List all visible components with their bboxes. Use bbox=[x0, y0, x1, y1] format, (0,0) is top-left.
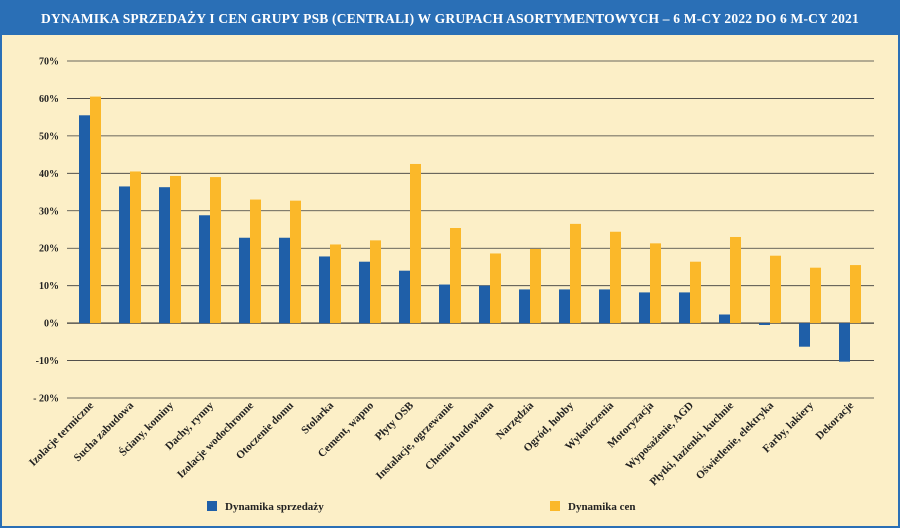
sales-bar bbox=[359, 261, 370, 324]
grid-lines bbox=[67, 60, 874, 399]
sales-bar bbox=[279, 237, 290, 324]
y-tick-label: 40% bbox=[39, 169, 59, 180]
sales-bar bbox=[119, 186, 130, 324]
sales-bar bbox=[679, 292, 690, 324]
y-tick-label: - 20% bbox=[33, 394, 59, 405]
x-tick-label: Oświetlenie, elektryka bbox=[694, 399, 777, 482]
sales-bar bbox=[759, 323, 770, 325]
price-bar bbox=[370, 240, 381, 324]
sales-bar bbox=[199, 215, 210, 324]
price-bar bbox=[850, 265, 861, 324]
y-axis: - 20% -10% 0% 10% 20% 30% 40% 50% 60% 70% bbox=[33, 57, 59, 405]
price-bar bbox=[490, 253, 501, 324]
price-bar bbox=[130, 171, 141, 324]
price-bar bbox=[810, 267, 821, 324]
price-bar bbox=[770, 255, 781, 324]
price-bar bbox=[610, 231, 621, 324]
sales-bar bbox=[439, 284, 450, 324]
legend-swatch-sales bbox=[207, 501, 217, 511]
y-tick-label: 70% bbox=[39, 57, 59, 68]
x-tick-label: Izolacje wodochronne bbox=[175, 400, 256, 481]
price-bar bbox=[90, 96, 101, 324]
price-bar bbox=[730, 236, 741, 324]
y-tick-label: 20% bbox=[39, 244, 59, 255]
price-bar bbox=[690, 261, 701, 324]
x-tick-label: Stolarka bbox=[299, 399, 336, 436]
price-bar bbox=[290, 200, 301, 324]
bars bbox=[79, 96, 861, 362]
sales-bar bbox=[159, 187, 170, 324]
y-tick-label: 50% bbox=[39, 131, 59, 142]
sales-bar bbox=[639, 292, 650, 324]
y-tick-label: 30% bbox=[39, 206, 59, 217]
price-bar bbox=[330, 244, 341, 324]
y-tick-label: 0% bbox=[44, 319, 59, 330]
x-tick-label: Narzędzia bbox=[494, 399, 537, 442]
y-tick-label: 10% bbox=[39, 281, 59, 292]
legend: Dynamika sprzedaży Dynamika cen bbox=[207, 501, 636, 513]
price-bar bbox=[450, 228, 461, 324]
x-tick-label: Chemia budowlana bbox=[423, 399, 496, 472]
price-bar bbox=[570, 223, 581, 324]
y-tick-label: -10% bbox=[36, 356, 59, 367]
x-tick-label: Wyposażenie, AGD bbox=[624, 400, 697, 473]
x-tick-label: Instalacje, ogrzewanie bbox=[374, 400, 456, 482]
price-bar bbox=[530, 248, 541, 324]
sales-bar bbox=[519, 289, 530, 324]
legend-swatch-prices bbox=[550, 501, 560, 511]
price-bar bbox=[210, 177, 221, 324]
price-bar bbox=[650, 243, 661, 324]
chart-title: DYNAMIKA SPRZEDAŻY I CEN GRUPY PSB (CENT… bbox=[2, 2, 898, 35]
sales-bar bbox=[559, 289, 570, 324]
y-tick-label: 60% bbox=[39, 94, 59, 105]
sales-bar bbox=[399, 270, 410, 324]
x-tick-label: Dekoracje bbox=[814, 400, 857, 443]
sales-bar bbox=[319, 256, 330, 324]
sales-bar bbox=[479, 285, 490, 324]
price-bar bbox=[410, 163, 421, 324]
sales-bar bbox=[719, 314, 730, 324]
price-bar bbox=[250, 199, 261, 324]
legend-label-sales: Dynamika sprzedaży bbox=[225, 501, 324, 513]
price-bar bbox=[170, 175, 181, 324]
sales-bar bbox=[79, 115, 90, 324]
sales-bar bbox=[839, 323, 850, 362]
sales-bar bbox=[239, 237, 250, 324]
sales-bar bbox=[599, 289, 610, 324]
legend-label-prices: Dynamika cen bbox=[568, 501, 636, 513]
sales-bar bbox=[799, 323, 810, 347]
